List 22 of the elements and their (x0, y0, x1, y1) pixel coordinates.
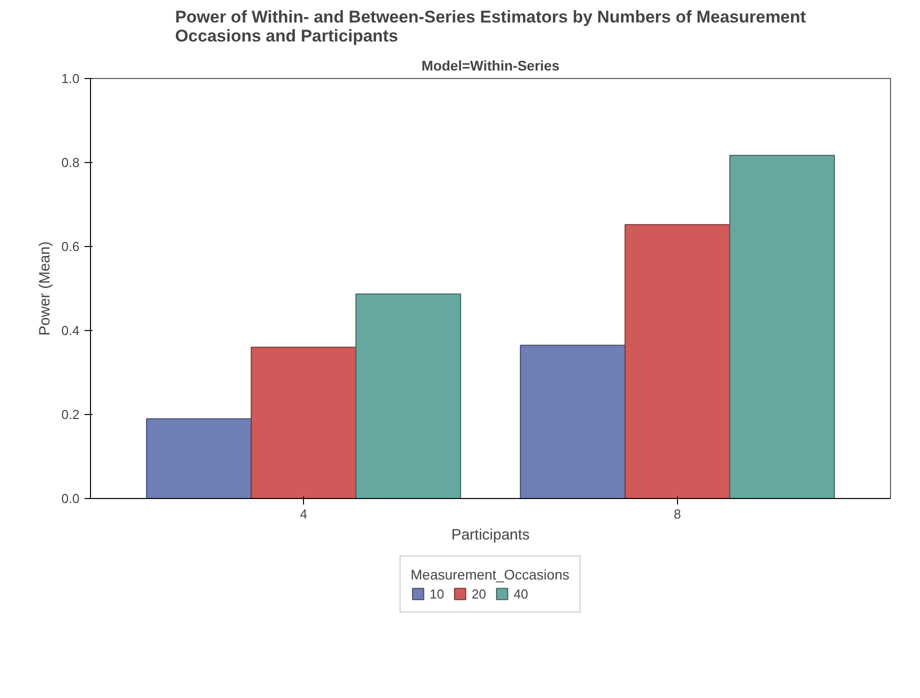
y-tick-label: 0.6 (61, 239, 80, 254)
bar (520, 344, 626, 498)
bar (250, 346, 356, 498)
y-tick-label: 0.2 (61, 407, 80, 422)
chart-subtitle: Model=Within-Series (422, 58, 560, 74)
legend-title: Measurement_Occasions (410, 566, 570, 582)
y-tick-label: 0.8 (61, 155, 80, 170)
y-axis-title: Power (Mean) (36, 241, 54, 336)
legend-label: 10 (430, 586, 446, 601)
y-tick-label: 0.4 (61, 323, 80, 338)
y-tick-label: 1.0 (61, 71, 80, 86)
x-tick-label: 4 (300, 506, 308, 522)
x-tick-label: 8 (674, 506, 682, 522)
bar (729, 154, 835, 498)
legend-label: 40 (514, 586, 530, 601)
x-axis-title: Participants (451, 526, 530, 544)
legend-label: 20 (472, 586, 488, 601)
bar (146, 418, 252, 498)
bar (624, 224, 730, 498)
bar (355, 293, 462, 498)
y-tick-label: 0.0 (61, 491, 80, 506)
chart-title: Power of Within- and Between-Series Estimators by Numbers of Measurement Occasions and Participants (175, 8, 806, 46)
